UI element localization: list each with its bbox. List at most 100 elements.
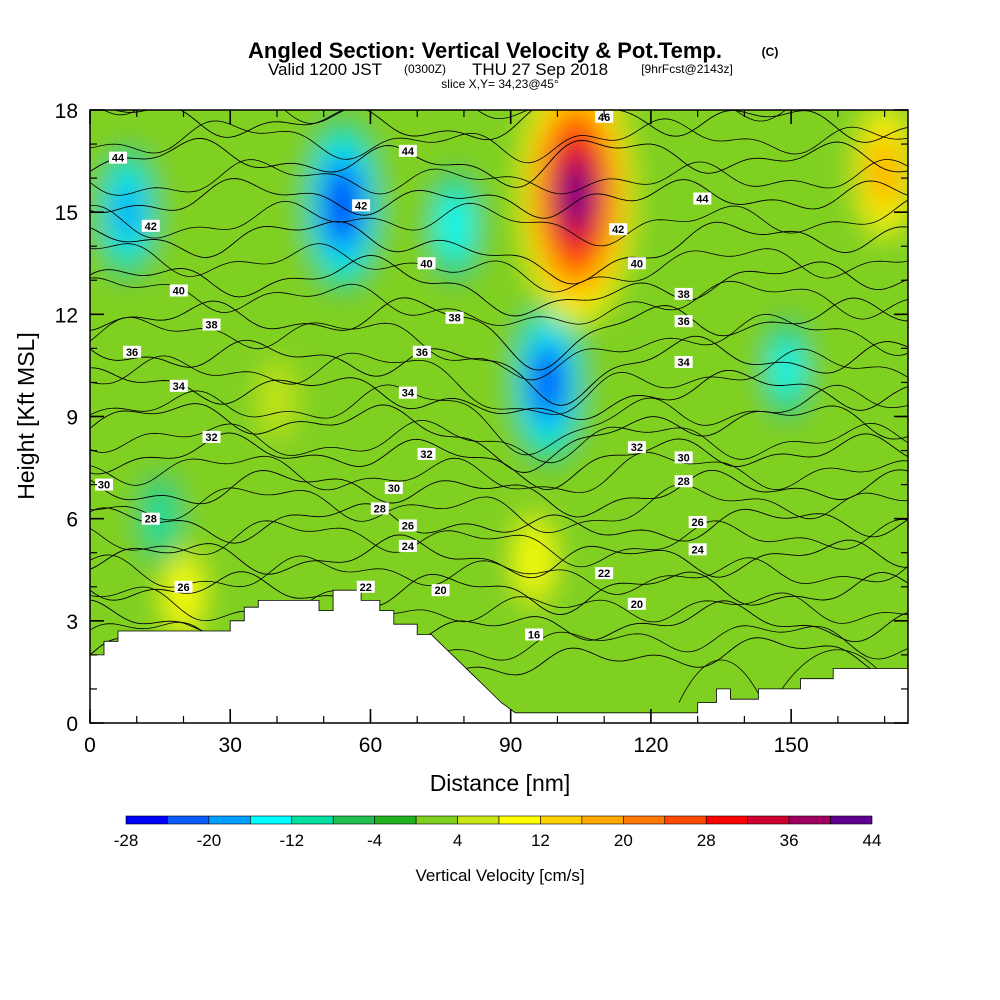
velocity-feature-7 xyxy=(871,140,899,203)
x-tick-label: 30 xyxy=(219,734,242,757)
svg-text:38: 38 xyxy=(678,289,690,301)
theta-contour-27 xyxy=(90,451,908,494)
colorbar-tick-label: -28 xyxy=(114,831,139,850)
contour-label-38-1: 38 xyxy=(445,311,464,325)
svg-text:42: 42 xyxy=(145,221,157,233)
svg-text:26: 26 xyxy=(402,520,414,532)
contour-label-36-2: 36 xyxy=(674,315,693,328)
colorbar-title: Vertical Velocity [cm/s] xyxy=(415,866,584,885)
theta-contour-22 xyxy=(90,534,908,579)
svg-text:32: 32 xyxy=(205,432,217,444)
colorbar-swatch xyxy=(498,815,541,825)
velocity-feature-1 xyxy=(519,525,550,594)
colorbar: -28 -20 -12 -4 4 12 20 28 36 44 xyxy=(114,815,882,850)
svg-text:32: 32 xyxy=(631,442,643,454)
theta-contour-28 xyxy=(90,432,908,491)
contour-label-26-0: 26 xyxy=(174,580,193,594)
velocity-feature-0 xyxy=(260,361,294,438)
contour-label-28-2: 28 xyxy=(674,475,693,488)
colorbar-swatch xyxy=(581,815,624,825)
contour-label-38-0: 38 xyxy=(202,318,221,332)
terrain-mask xyxy=(90,589,908,723)
theta-contour-42 xyxy=(90,178,908,219)
svg-text:46: 46 xyxy=(598,112,610,124)
theta-contour-43 xyxy=(90,159,908,196)
svg-text:34: 34 xyxy=(402,388,415,400)
svg-text:30: 30 xyxy=(388,483,400,495)
colorbar-tick-label: -4 xyxy=(367,831,382,850)
svg-text:32: 32 xyxy=(420,449,432,461)
theta-contour-31 xyxy=(90,384,908,456)
velocity-feature-5 xyxy=(440,193,469,259)
colorbar-swatch xyxy=(291,815,334,825)
colorbar-swatch xyxy=(830,815,873,825)
contour-label-40-2: 40 xyxy=(627,257,646,270)
contour-label-20-1: 20 xyxy=(627,597,646,611)
svg-text:42: 42 xyxy=(355,200,367,212)
valid-date-label: THU 27 Sep 2018 xyxy=(472,60,608,79)
valid-utc-label: (0300Z) xyxy=(404,62,446,76)
colorbar-tick-label: -12 xyxy=(279,831,304,850)
contour-label-26-1: 26 xyxy=(398,519,417,532)
colorbar-swatch xyxy=(664,815,707,825)
svg-text:16: 16 xyxy=(528,629,540,641)
colorbar-swatch xyxy=(788,815,831,825)
svg-text:34: 34 xyxy=(173,381,186,393)
svg-text:40: 40 xyxy=(420,258,432,270)
colorbar-tick-label: -20 xyxy=(197,831,222,850)
colorbar-swatch xyxy=(125,815,168,825)
colorbar-swatch xyxy=(623,815,666,825)
contour-label-36-0: 36 xyxy=(123,345,142,359)
svg-text:38: 38 xyxy=(448,313,460,325)
contour-label-16-0: 16 xyxy=(525,628,544,641)
contour-label-36-1: 36 xyxy=(412,345,431,359)
colorbar-tick-label: 44 xyxy=(863,831,882,850)
contour-label-30-1: 30 xyxy=(384,482,403,495)
vertical-velocity-field xyxy=(90,110,908,723)
contour-label-26-2: 26 xyxy=(688,516,707,529)
colorbar-swatch xyxy=(208,815,251,825)
theta-contour-25 xyxy=(90,484,908,534)
y-tick-label: 12 xyxy=(55,304,78,327)
contour-label-34-0: 34 xyxy=(169,379,188,393)
theta-contour-34 xyxy=(90,335,908,406)
theta-contour-32 xyxy=(90,367,908,421)
svg-text:42: 42 xyxy=(612,224,624,236)
theta-contour-45 xyxy=(90,118,908,164)
theta-contour-37 xyxy=(90,277,908,326)
contour-label-28-0: 28 xyxy=(141,512,160,526)
contour-label-30-0: 30 xyxy=(95,478,114,492)
colorbar-tick-label: 36 xyxy=(780,831,799,850)
colorbar-swatch xyxy=(457,815,500,825)
colorbar-swatch xyxy=(332,815,375,825)
theta-contour-47 xyxy=(102,110,787,124)
colorbar-tick-label: 28 xyxy=(697,831,716,850)
contour-label-34-1: 34 xyxy=(398,386,417,400)
contour-label-22-1: 22 xyxy=(595,567,614,580)
contour-label-40-1: 40 xyxy=(417,257,436,270)
chart-title-mark: (C) xyxy=(762,45,779,59)
contour-label-22-0: 22 xyxy=(356,580,375,594)
y-tick-label: 3 xyxy=(66,611,78,634)
contour-label-28-1: 28 xyxy=(370,502,389,515)
svg-text:38: 38 xyxy=(205,320,217,332)
svg-text:28: 28 xyxy=(145,514,157,526)
velocity-feature-10 xyxy=(563,166,589,224)
contour-label-40-0: 40 xyxy=(169,284,188,297)
svg-text:40: 40 xyxy=(631,258,643,270)
contour-label-44-1: 44 xyxy=(398,144,417,158)
velocity-feature-9 xyxy=(329,175,356,236)
theta-contour-38 xyxy=(90,254,908,317)
theta-contour-low-2 xyxy=(678,659,764,703)
contour-label-42-2: 42 xyxy=(609,223,628,236)
plot-area xyxy=(90,110,908,723)
svg-text:44: 44 xyxy=(402,146,415,158)
contour-label-24-1: 24 xyxy=(688,543,707,556)
velocity-background xyxy=(90,110,908,723)
contour-label-30-2: 30 xyxy=(674,451,693,464)
y-tick-label: 0 xyxy=(66,713,78,736)
slice-label: slice X,Y= 34,23@45° xyxy=(441,77,559,91)
theta-contour-46 xyxy=(113,110,908,143)
